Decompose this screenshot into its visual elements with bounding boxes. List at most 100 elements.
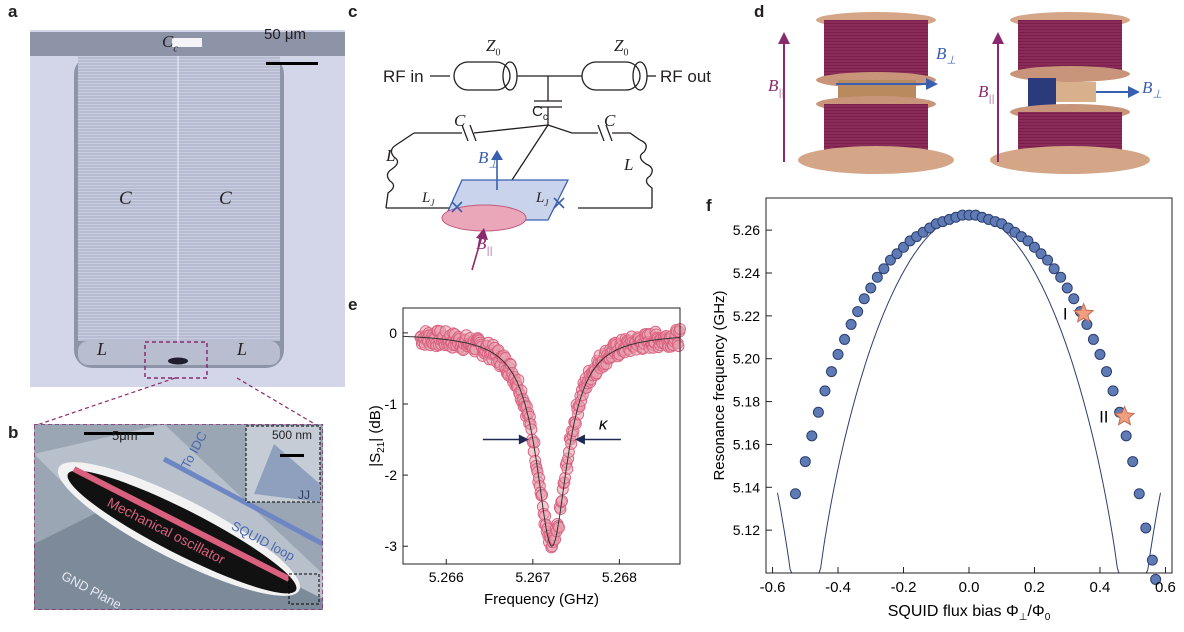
data-point	[1022, 235, 1034, 247]
y-tick-label: 5.16	[733, 436, 760, 452]
chart-f: III-0.6 -0.4 -0.2 0.0 0.2 0.4 0.65.125.145.165…	[711, 197, 1176, 623]
coil-base-left	[798, 146, 954, 174]
ind-label-left: L	[97, 339, 108, 359]
lj-left-label: LJ	[422, 190, 435, 208]
x-axis-label: SQUID flux bias Φ⊥/Φ0	[888, 603, 1051, 623]
y-tick-label: 5.22	[733, 308, 760, 324]
data-point	[1094, 348, 1106, 360]
lj-right-label: LJ	[536, 190, 549, 208]
x-tick-label: 0.0	[959, 579, 980, 596]
b-par-arrow	[471, 235, 483, 271]
data-point	[799, 456, 811, 468]
data-point	[819, 385, 831, 397]
data-point	[561, 462, 574, 475]
b-par-arrowhead-left	[778, 32, 790, 44]
y-tick-label: -2	[385, 467, 398, 483]
cap-label-left: C	[119, 188, 132, 209]
panel-label-c: c	[348, 2, 358, 21]
jj-right-b	[553, 197, 565, 209]
data-point	[672, 340, 685, 353]
c-left-label: C	[454, 111, 466, 130]
inset-jj-label: JJ	[298, 488, 310, 502]
data-point	[1035, 248, 1047, 260]
inductor-left	[385, 132, 415, 209]
x-axis-label: Frequency (GHz)	[484, 591, 599, 608]
panel-b-sem	[34, 424, 323, 610]
data-point	[871, 271, 883, 283]
data-point	[1028, 241, 1040, 253]
scale-label-a: 50 μm	[264, 26, 306, 43]
cap-left-plate-a	[461, 124, 469, 142]
b-perp-arrowhead-right	[1128, 86, 1140, 98]
x-tick-label: 0.4	[1090, 579, 1111, 596]
data-point	[1048, 263, 1060, 275]
cap-right-lead-a	[547, 124, 598, 134]
highlight-star	[1113, 405, 1136, 426]
fit-curve	[402, 335, 681, 547]
oscillator-highlight	[72, 466, 291, 582]
coil-lower-left	[824, 104, 928, 154]
y-tick-label: -3	[385, 538, 398, 554]
data-point	[825, 366, 837, 378]
panel-label-b: b	[8, 423, 19, 442]
panel-label-e: e	[348, 295, 358, 314]
data-point	[1055, 271, 1067, 283]
scale-bar	[266, 62, 318, 65]
y-tick-label: 5.12	[733, 522, 760, 538]
data-point	[806, 430, 818, 442]
fit-line	[777, 213, 1161, 574]
inductor-strip	[78, 341, 280, 365]
cc-label: Cc	[532, 103, 548, 123]
kappa-label: κ	[599, 415, 609, 434]
photo-right	[990, 12, 1150, 174]
data-point	[1140, 522, 1152, 534]
b-perp-label: B⊥	[478, 148, 498, 171]
b-par-label: B||	[476, 234, 493, 257]
data-point	[1150, 573, 1162, 585]
b-par-arrowhead-right	[992, 32, 1004, 44]
panel-label-d: d	[754, 2, 765, 21]
data-point	[1146, 554, 1158, 566]
l-right-label: L	[624, 155, 634, 174]
zoom-connectors	[33, 377, 319, 427]
cap-label-right: C	[219, 188, 232, 209]
cap-left-plate-b	[469, 124, 477, 142]
highlight-star	[1072, 302, 1095, 323]
data-point	[832, 348, 844, 360]
coil-upper-right	[1018, 20, 1122, 72]
interdigital-capacitor	[78, 56, 280, 341]
z0-left-label: Z0	[486, 36, 501, 59]
connector-right	[1056, 82, 1096, 102]
data-point	[812, 406, 824, 418]
y-tick-label: 0	[389, 325, 397, 341]
b-perp-arrowhead	[491, 150, 503, 160]
data-point	[1087, 333, 1099, 345]
y-tick-label: 5.24	[733, 265, 760, 281]
inset-source-box	[288, 573, 320, 605]
coil-upper-left	[824, 20, 928, 78]
data-point	[884, 254, 896, 266]
coupling-pad	[172, 38, 202, 47]
sample-box-right	[1028, 78, 1056, 108]
tline-left	[453, 61, 511, 91]
coupler-wire	[511, 124, 549, 181]
cap-right-lead-b	[612, 132, 641, 141]
panel-label-a: a	[8, 2, 18, 21]
data-point	[839, 333, 851, 345]
data-point	[1081, 318, 1093, 330]
zoom-line-right	[236, 377, 319, 427]
rf-out-label: RF out	[660, 67, 712, 86]
panel-c-circuit	[385, 61, 656, 271]
data-point	[1127, 456, 1139, 468]
chart-e: 5.266 5.267 5.268 0 -1 -2 -3 Frequency (GHz) |S2…	[367, 307, 686, 608]
x-tick-label: -0.4	[825, 579, 851, 596]
y-tick-label: 5.26	[733, 222, 760, 238]
zoom-box	[144, 341, 208, 379]
inset-scale-label: 500 nm	[272, 428, 313, 442]
y-axis-label: |S21| (dB)	[367, 405, 387, 466]
y-tick-label: -1	[385, 396, 398, 412]
plot-frame	[765, 197, 1173, 574]
coil-base-right	[990, 146, 1150, 174]
data-point	[878, 263, 890, 275]
data-point	[898, 241, 910, 253]
